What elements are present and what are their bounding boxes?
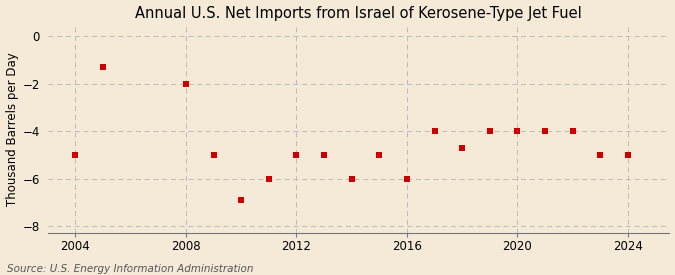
Title: Annual U.S. Net Imports from Israel of Kerosene-Type Jet Fuel: Annual U.S. Net Imports from Israel of K… [135, 6, 582, 21]
Text: Source: U.S. Energy Information Administration: Source: U.S. Energy Information Administ… [7, 264, 253, 274]
Y-axis label: Thousand Barrels per Day: Thousand Barrels per Day [5, 52, 18, 206]
